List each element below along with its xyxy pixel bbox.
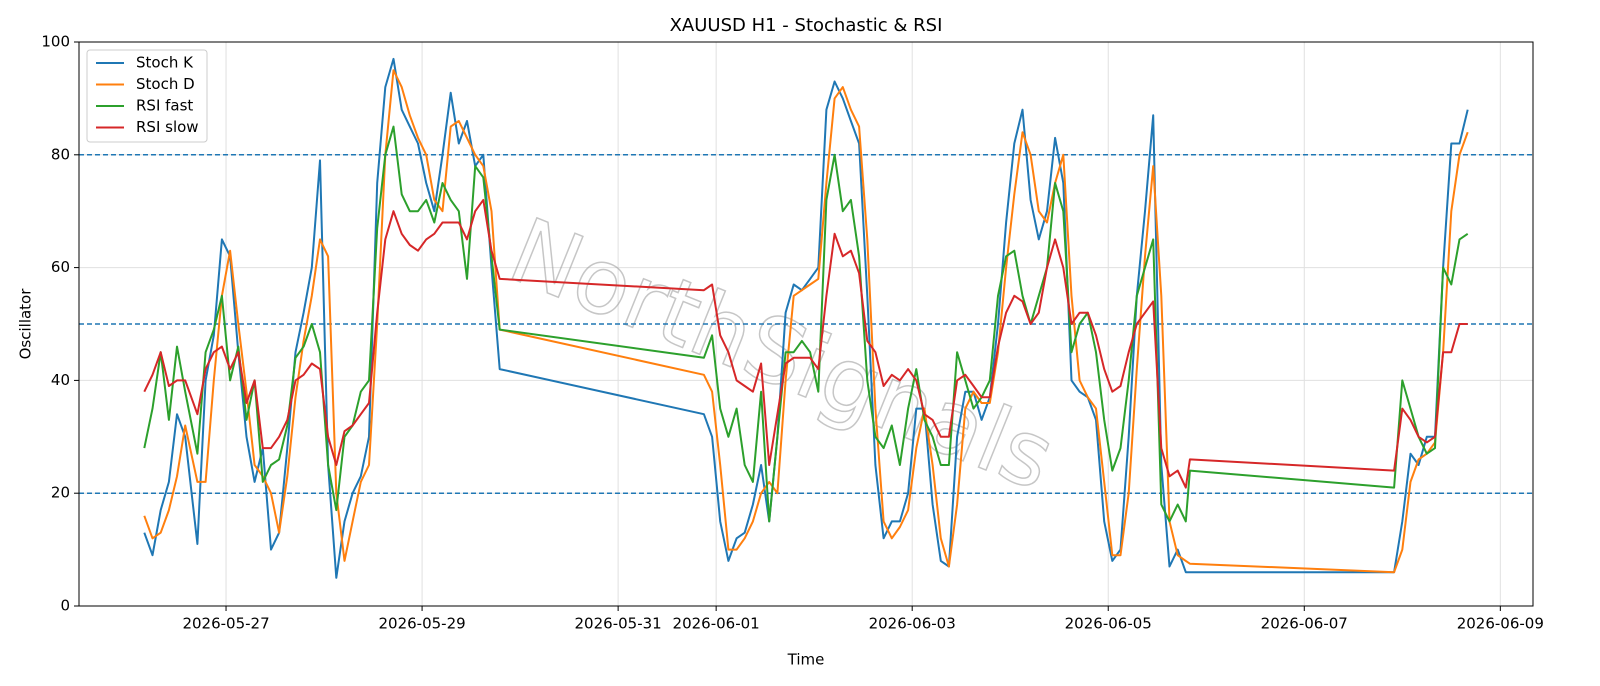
y-tick-label: 100 — [41, 33, 70, 51]
x-tick-label: 2026-05-27 — [182, 615, 269, 633]
y-tick-label: 20 — [51, 484, 70, 502]
x-tick-label: 2026-06-05 — [1065, 615, 1152, 633]
y-tick-label: 40 — [51, 371, 70, 389]
legend-label: Stoch D — [136, 75, 195, 93]
y-axis-label: Oscillator — [17, 288, 35, 360]
y-tick-label: 0 — [60, 597, 70, 615]
x-tick-label: 2026-06-09 — [1457, 615, 1544, 633]
legend-label: RSI fast — [136, 97, 193, 115]
x-tick-label: 2026-05-31 — [575, 615, 662, 633]
x-tick-label: 2026-06-01 — [673, 615, 760, 633]
chart-title: XAUUSD H1 - Stochastic & RSI — [670, 15, 943, 36]
series-line — [143, 198, 1468, 489]
series-line — [143, 125, 1469, 523]
y-tick-label: 80 — [51, 145, 70, 163]
x-tick-label: 2026-06-07 — [1261, 615, 1348, 633]
x-tick-label: 2026-06-03 — [869, 615, 956, 633]
x-axis-label: Time — [787, 651, 825, 669]
legend-box — [86, 49, 208, 143]
legend-label: Stoch K — [136, 54, 194, 72]
x-tick-label: 2026-05-29 — [378, 615, 465, 633]
series-line — [143, 69, 1469, 574]
y-tick-label: 60 — [51, 258, 70, 276]
plot-frame — [78, 41, 1534, 607]
legend-label: RSI slow — [136, 118, 199, 136]
